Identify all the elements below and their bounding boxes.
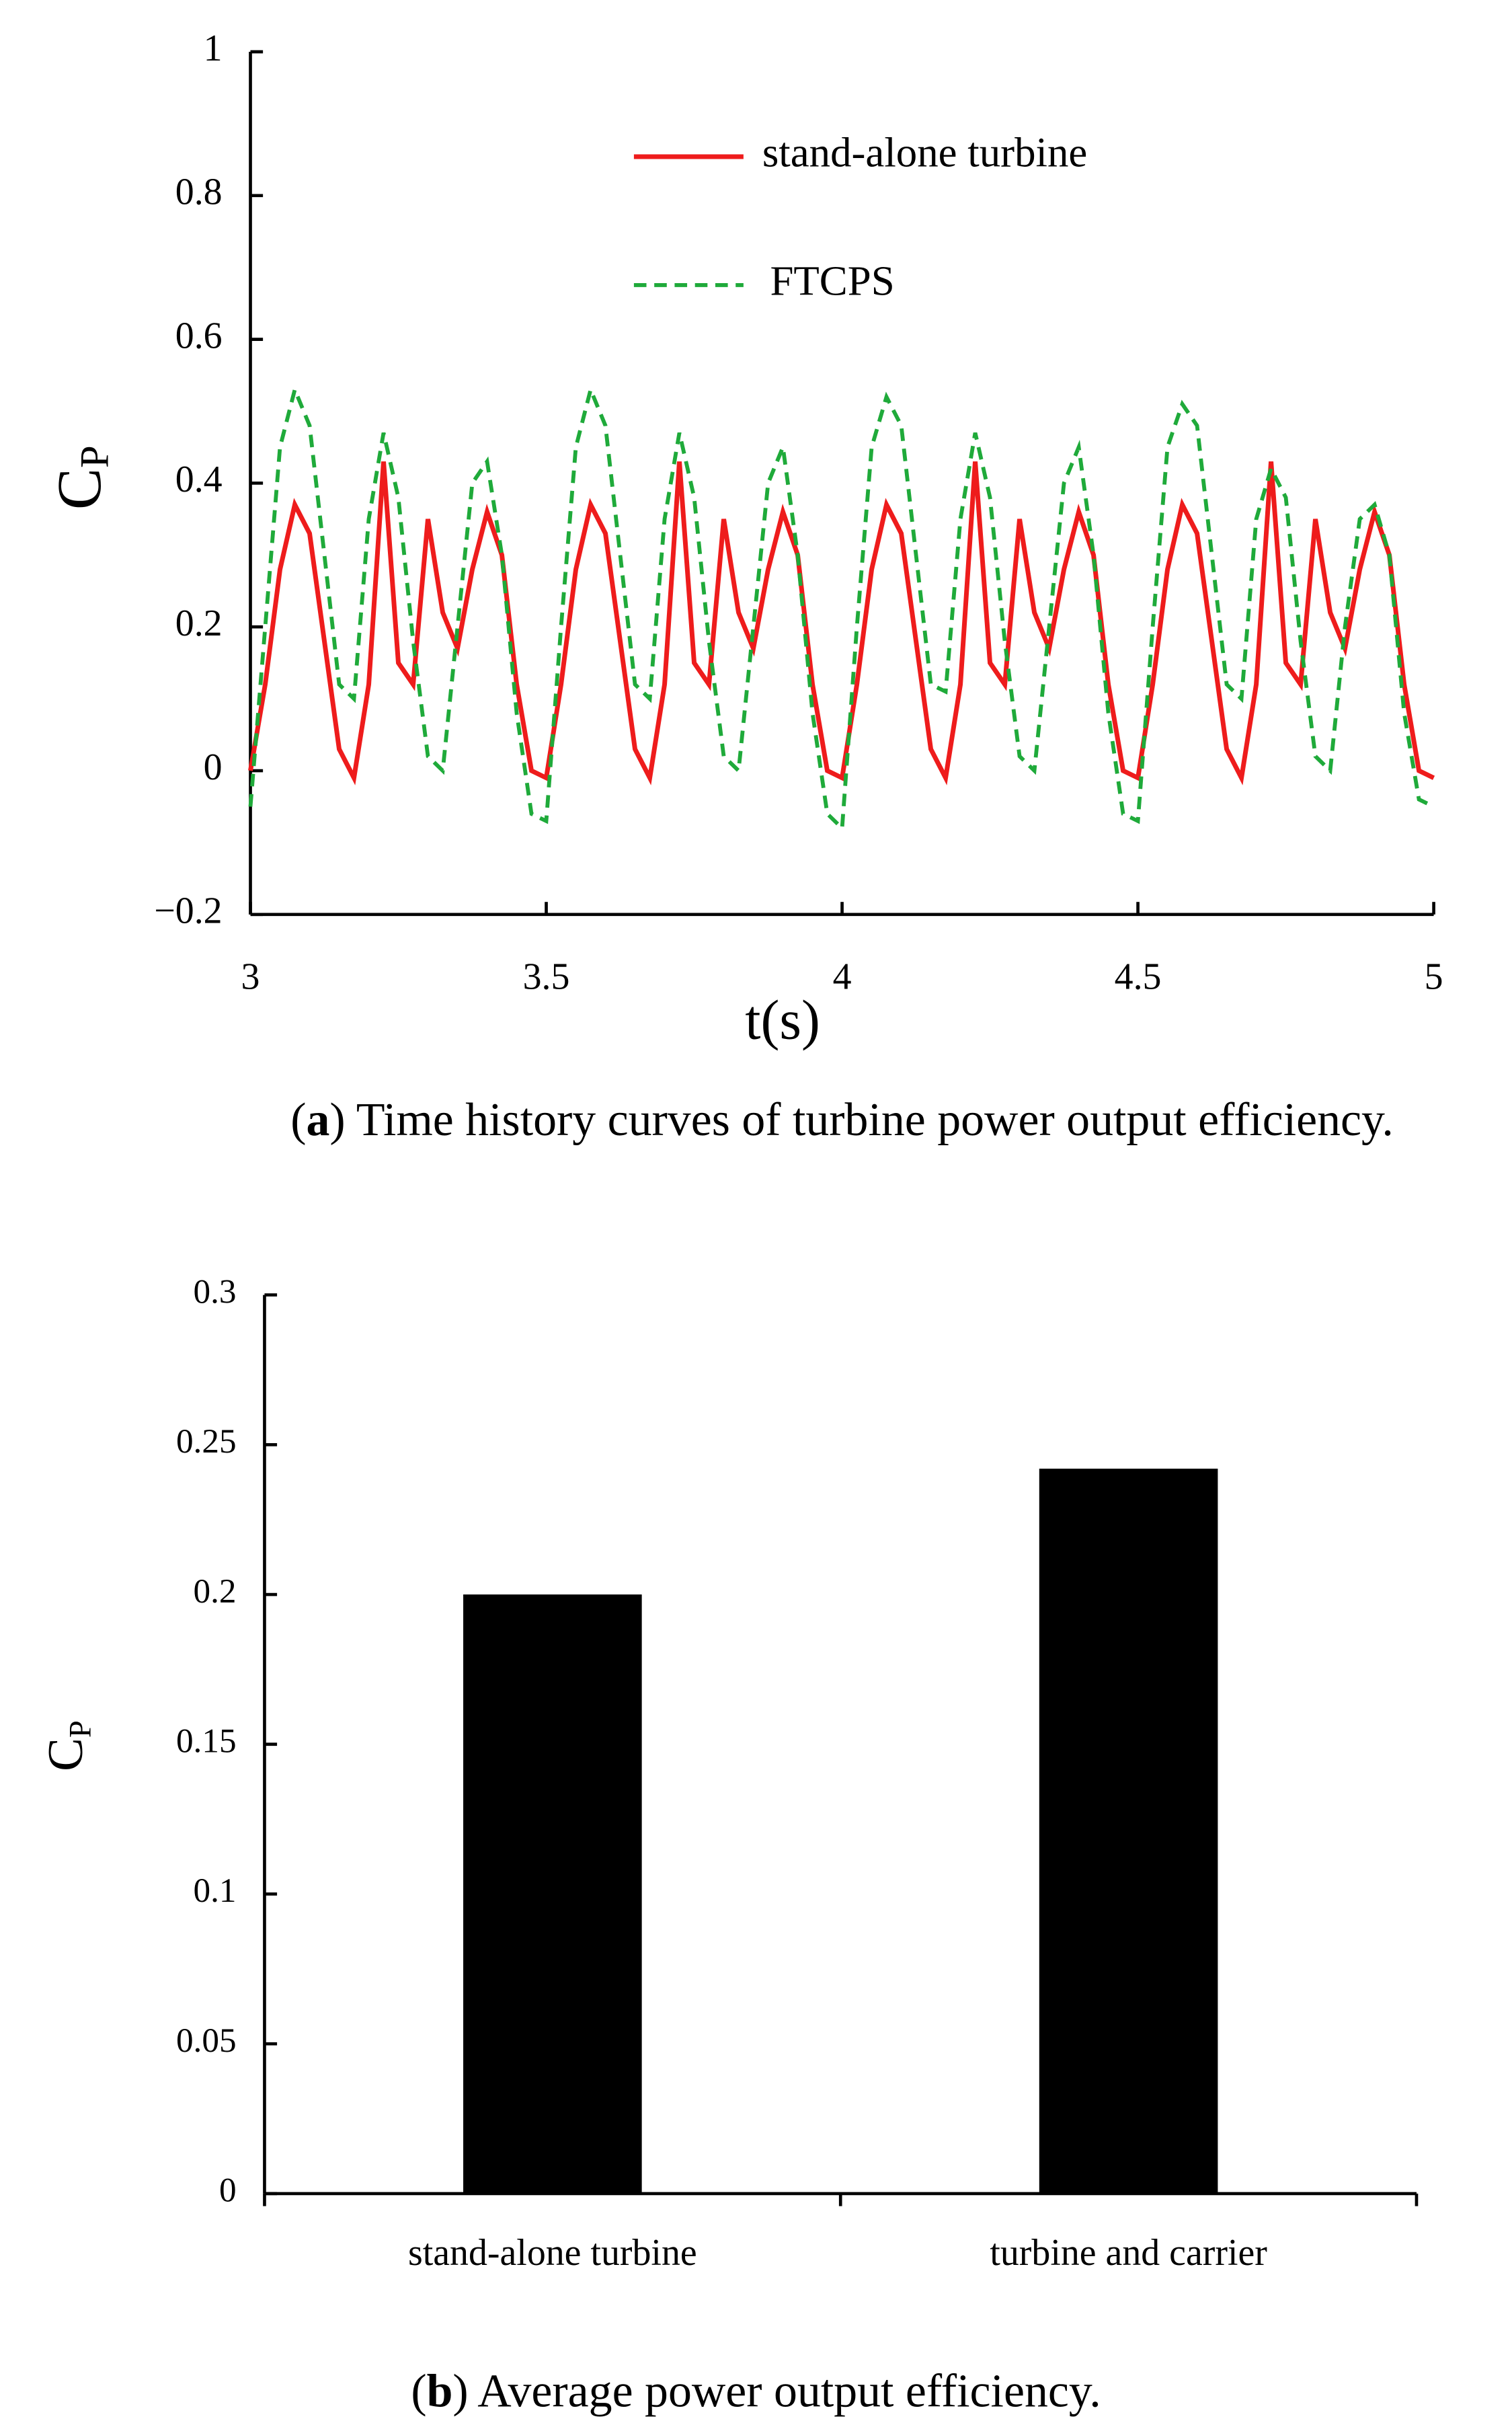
- caption-part: (: [411, 2365, 426, 2417]
- y-tick-label: 0.15: [176, 1722, 237, 1760]
- y-label-subscript: P: [63, 1720, 97, 1738]
- caption: (b) Average power output efficiency.: [411, 2365, 1101, 2417]
- bar: [1039, 1468, 1218, 2194]
- y-tick-label: 0.1: [194, 1872, 237, 1910]
- x-tick-label: stand-alone turbine: [408, 2232, 697, 2274]
- y-tick-label: 0.25: [176, 1422, 237, 1461]
- y-tick-label: 0.2: [175, 603, 223, 644]
- y-tick-label: 0.3: [194, 1272, 237, 1311]
- x-tick-label: turbine and carrier: [990, 2232, 1267, 2274]
- series-line: [248, 383, 1435, 833]
- y-tick-label: 1: [204, 28, 223, 69]
- y-tick-label: 0.4: [175, 459, 223, 500]
- y-tick-label: 0.6: [175, 315, 223, 356]
- x-axis-label: t(s): [745, 989, 820, 1051]
- y-label-subscript: P: [73, 445, 118, 468]
- caption-part: ) Time history curves of turbine power o…: [329, 1094, 1393, 1146]
- bar: [463, 1594, 642, 2194]
- y-tick-label: 0.8: [175, 171, 223, 213]
- legend-label: FTCPS: [770, 257, 894, 304]
- legend-label: stand-alone turbine: [762, 128, 1088, 176]
- x-tick-label: 4.5: [1115, 956, 1162, 997]
- x-tick-label: 4: [833, 956, 852, 997]
- x-tick-label: 3.5: [523, 956, 570, 997]
- y-tick-label: 0.2: [194, 1572, 237, 1611]
- y-axis-label: CP: [45, 445, 117, 510]
- y-label-symbol: C: [38, 1738, 93, 1771]
- series-line: [248, 461, 1435, 785]
- y-label-symbol: C: [45, 468, 114, 510]
- y-tick-label: 0: [219, 2171, 237, 2210]
- y-tick-label: 0: [204, 746, 223, 788]
- caption-part: a: [306, 1094, 329, 1146]
- y-axis-label: CP: [38, 1720, 97, 1771]
- x-tick-label: 5: [1425, 956, 1443, 997]
- caption-part: b: [427, 2365, 453, 2417]
- caption-part: (: [290, 1094, 306, 1146]
- caption-part: ) Average power output efficiency.: [452, 2365, 1101, 2417]
- y-tick-label: 0.05: [176, 2021, 237, 2060]
- x-tick-label: 3: [241, 956, 260, 997]
- caption: (a) Time history curves of turbine power…: [290, 1094, 1394, 1146]
- y-tick-label: −0.2: [154, 890, 222, 932]
